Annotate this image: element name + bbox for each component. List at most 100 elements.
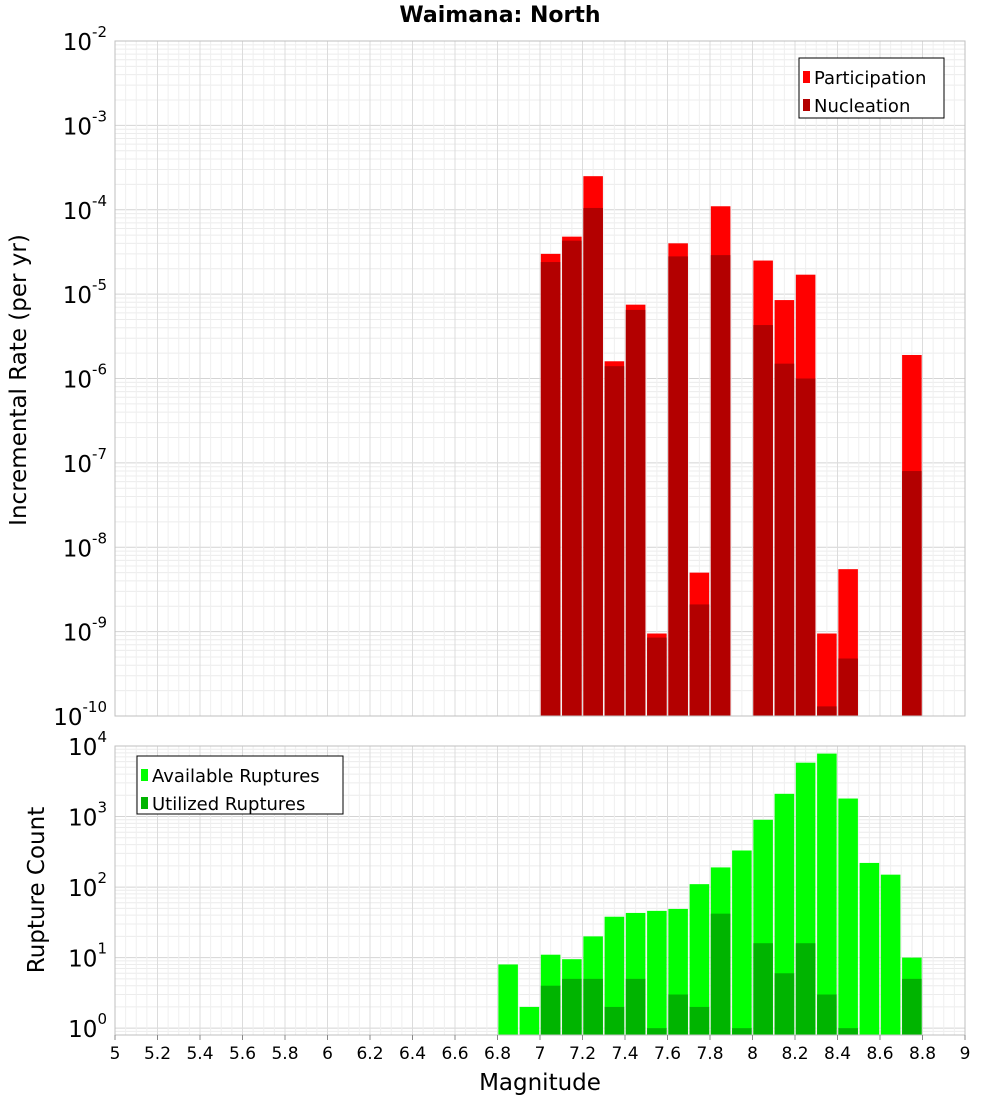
x-tick-label: 8.2 [781,1044,808,1064]
bar [647,637,667,716]
bar [838,658,858,716]
y-tick-label: 10-6 [63,361,107,394]
top-panel-rate-plot: 10-10 10-9 10-8 10-7 10-6 10-5 10-4 10-3 10-2 Par… [53,23,966,731]
y-tick-label: 102 [68,869,107,902]
legend-swatch [803,99,810,111]
x-tick-label: 7.2 [569,1044,596,1064]
x-tick-label: 8.8 [909,1044,936,1064]
x-tick-label: 6.4 [399,1044,426,1064]
bar [902,471,922,716]
legend-label: Participation [814,68,926,89]
legend-box [798,57,945,119]
bar [753,325,773,716]
bar [774,363,795,716]
y-tick-label: 10-9 [63,614,107,647]
bar [498,964,518,1035]
bar [540,985,561,1035]
series-1 [540,913,922,1035]
bar [625,309,646,716]
x-tick-label: 5.4 [186,1044,213,1064]
bar [880,874,901,1035]
bar [795,943,816,1035]
x-tick-label: 5.2 [144,1044,171,1064]
y-tick-label: 101 [68,940,107,973]
bottom-y-axis-label: Rupture Count [24,807,50,973]
legend-swatch [803,71,810,83]
bar [689,604,710,716]
x-tick-label: 6.6 [441,1044,468,1064]
bar [710,255,731,716]
y-tick-label: 10-8 [63,529,107,562]
x-tick-label: 8.4 [824,1044,851,1064]
y-tick-label: 10-7 [63,445,107,478]
bar [647,910,667,1035]
bar [562,240,582,717]
y-tick-label: 10-3 [63,107,107,140]
bar [583,978,603,1035]
x-tick-label: 5 [110,1044,121,1064]
grid [114,746,966,1036]
legend-label: Utilized Ruptures [152,794,305,815]
bar [817,633,837,716]
legend-swatch [141,769,148,781]
bar [647,1028,667,1035]
legend: Available Ruptures Utilized Ruptures [136,755,344,815]
bar [583,207,603,716]
x-tick-label: 6.8 [484,1044,511,1064]
bar [732,850,752,1035]
grid [114,41,966,717]
chart-title: Waimana: North [399,3,600,28]
bar [817,706,837,716]
x-tick-label: 5.6 [229,1044,256,1064]
y-tick-label: 100 [68,1010,107,1043]
x-tick-label: 7.8 [696,1044,723,1064]
x-tick-label: 8.6 [866,1044,893,1064]
top-y-axis-label: Incremental Rate (per yr) [6,234,32,526]
bar [774,973,795,1035]
legend-swatch [141,797,148,809]
x-tick-label: 5.8 [271,1044,298,1064]
x-tick-label: 9 [960,1044,971,1064]
bar [795,378,816,716]
y-tick-label: 10-10 [53,698,107,731]
bar [710,913,731,1035]
y-tick-label: 104 [68,728,107,761]
bottom-panel-count-plot: 100 101 102 103 104 Available Ruptures Utilize… [68,728,970,1064]
bar [625,978,646,1035]
bar [562,978,582,1035]
bar [817,994,837,1035]
legend-box [136,755,344,815]
y-tick-label: 10-5 [63,276,107,309]
x-axis-label: Magnitude [479,1070,601,1096]
bar [668,994,688,1035]
bar [902,978,922,1035]
x-tick-label: 6 [322,1044,333,1064]
y-tick-label: 103 [68,799,107,832]
x-tick-label: 6.2 [356,1044,383,1064]
legend-label: Available Ruptures [152,766,320,787]
bar [604,366,625,716]
x-tick-label: 7.6 [654,1044,681,1064]
bar [540,262,561,716]
bar [817,753,837,1035]
series-1 [540,207,922,717]
bar [604,916,625,1035]
y-tick-label: 10-2 [63,23,107,56]
bar [604,1006,625,1035]
x-tick-label: 7.4 [611,1044,638,1064]
y-tick-label: 10-4 [63,192,107,225]
bar [668,256,688,716]
bar [838,1028,858,1035]
bar [753,943,773,1035]
bar [689,1006,710,1035]
x-tick-label: 7 [535,1044,546,1064]
bar [689,884,710,1035]
x-tick-label: 8 [747,1044,758,1064]
legend-label: Nucleation [814,96,910,117]
plot-border [114,40,966,717]
bar [519,1006,540,1035]
bar [859,862,880,1035]
bar [732,1028,752,1035]
bar [838,798,858,1035]
